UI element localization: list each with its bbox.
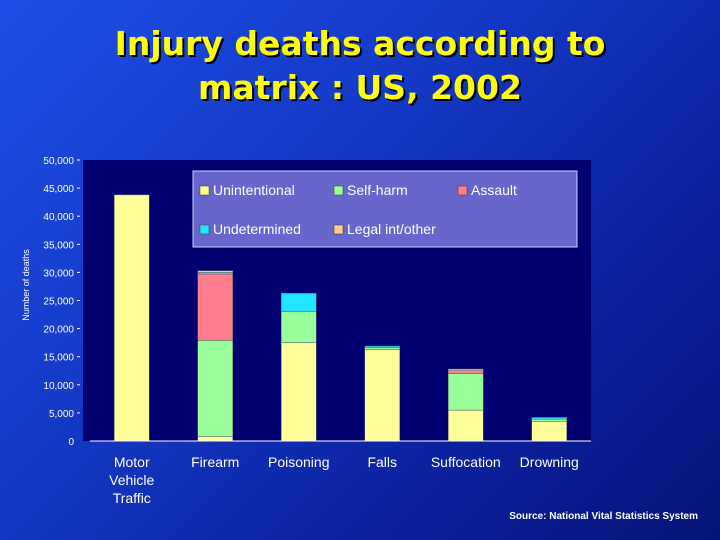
x-tick-label: Poisoning — [268, 454, 330, 470]
bar-segment — [197, 340, 233, 437]
bar-segment — [448, 370, 484, 374]
y-tick-label: 45,000 — [43, 184, 74, 195]
y-tick-label: 30,000 — [43, 268, 74, 279]
bar-segment — [281, 342, 317, 442]
legend-label: Self-harm — [347, 182, 408, 198]
y-tick-label: 15,000 — [43, 353, 74, 364]
legend: Unintentional Self-harm Assault Undetermine… — [192, 170, 578, 248]
bar-segment — [114, 194, 150, 442]
y-tick-label: 40,000 — [43, 212, 74, 223]
x-tick-label: Traffic — [113, 490, 151, 506]
legend-swatch — [333, 185, 344, 196]
x-tick-label: Suffocation — [431, 454, 501, 470]
source-note: Source: National Vital Statistics System — [509, 511, 698, 522]
title-line-2: matrix : US, 2002 — [198, 68, 522, 107]
bar-segment — [531, 418, 567, 422]
x-tick-label: Motor — [114, 454, 150, 470]
legend-label: Undetermined — [213, 221, 301, 237]
bar-segment — [531, 417, 567, 420]
x-tick-label: Vehicle — [109, 472, 154, 488]
y-tick-label: 5,000 — [49, 409, 74, 420]
x-tick-label: Falls — [367, 454, 397, 470]
bar-segment — [197, 273, 233, 341]
legend-label: Assault — [471, 182, 517, 198]
bar-segment — [281, 311, 317, 343]
slide-title: Injury deaths according to matrix : US, … — [0, 22, 720, 110]
x-tick-label: Firearm — [191, 454, 239, 470]
bar-segment — [448, 368, 484, 371]
bar-segment — [531, 421, 567, 442]
legend-swatch — [457, 185, 468, 196]
legend-swatch — [199, 224, 210, 235]
bar-segment — [364, 345, 400, 348]
bar-segment — [364, 347, 400, 350]
legend-label: Unintentional — [213, 182, 295, 198]
y-axis-title: Number of deaths — [21, 249, 31, 321]
y-tick-label: 50,000 — [43, 156, 74, 167]
legend-swatch — [333, 224, 344, 235]
bar-segment — [448, 373, 484, 411]
y-tick-label: 20,000 — [43, 325, 74, 336]
bar-segment — [281, 292, 317, 312]
x-axis: Motor Vehicle Traffic Firearm Poisoning Falls… — [90, 440, 591, 506]
y-tick-label: 25,000 — [43, 297, 74, 308]
bar-segment — [364, 349, 400, 442]
x-tick-label: Drowning — [520, 454, 579, 470]
bar-segment — [448, 409, 484, 442]
legend-label: Legal int/other — [347, 221, 436, 237]
bar-segment — [197, 272, 233, 275]
bar-segment — [197, 270, 233, 273]
y-tick-label: 35,000 — [43, 240, 74, 251]
y-tick-label: 0 — [68, 437, 74, 448]
bars — [114, 194, 567, 442]
legend-swatch — [199, 185, 210, 196]
bar-segment — [197, 436, 233, 442]
y-axis: 0 5,000 10,000 15,000 20,000 25,000 30,000 35,0… — [43, 156, 80, 448]
legend-box — [192, 170, 578, 248]
y-tick-label: 10,000 — [43, 381, 74, 392]
title-line-1: Injury deaths according to — [114, 24, 606, 63]
